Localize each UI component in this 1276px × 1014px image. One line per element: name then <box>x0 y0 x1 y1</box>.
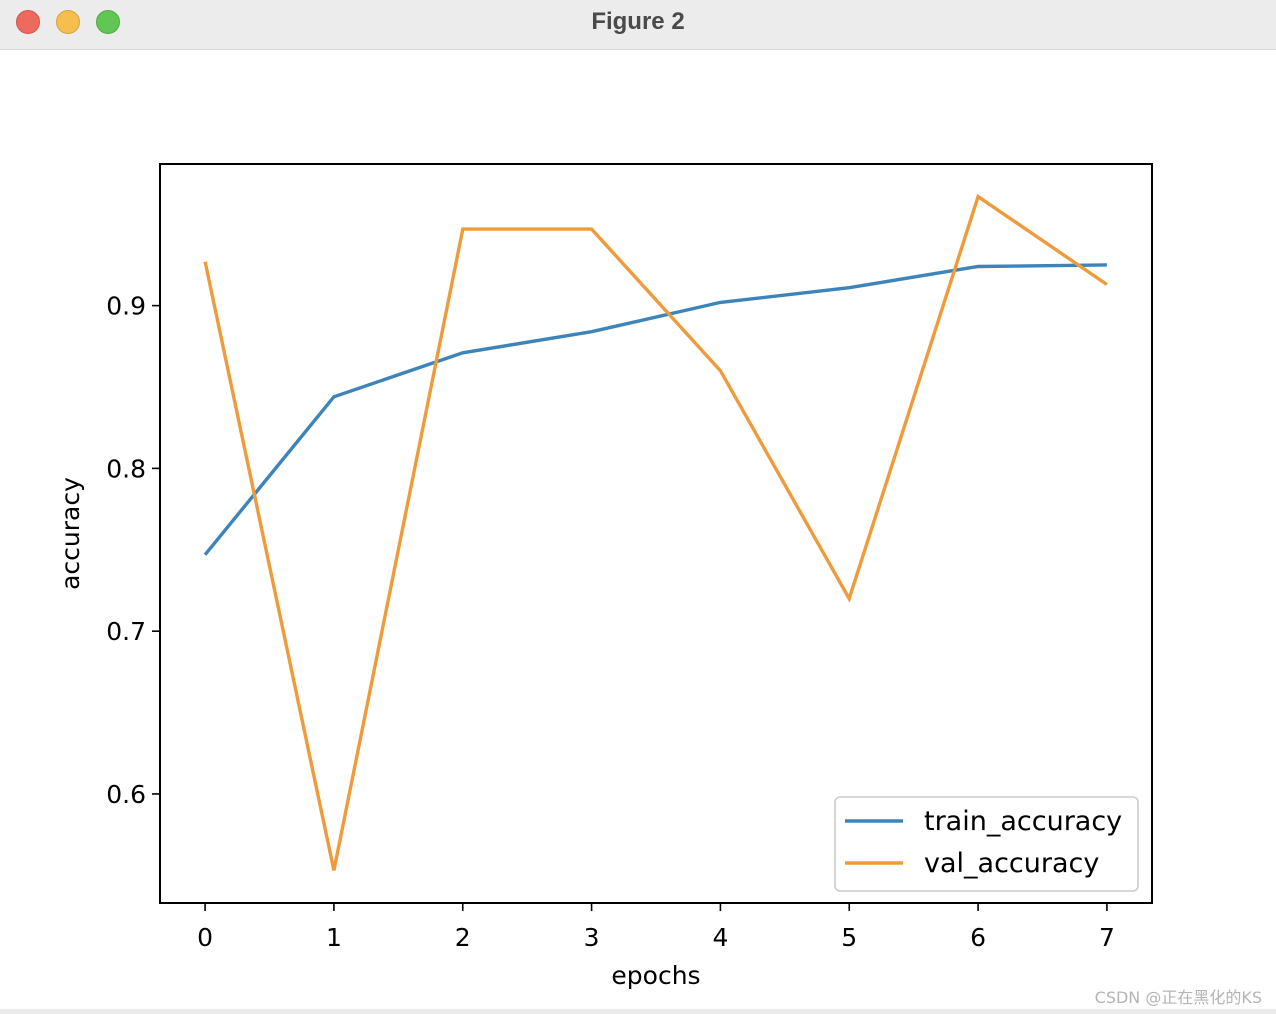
zoom-window-button[interactable] <box>96 10 120 34</box>
close-window-button[interactable] <box>16 10 40 34</box>
x-tick-label: 5 <box>841 923 857 952</box>
y-tick-label: 0.7 <box>106 617 146 646</box>
x-tick-label: 1 <box>326 923 342 952</box>
plot-frame <box>159 163 1153 904</box>
window-bottom-edge <box>0 1009 1276 1014</box>
legend-box <box>834 796 1139 892</box>
x-tick-label: 2 <box>455 923 471 952</box>
y-tick-label: 0.6 <box>106 780 146 809</box>
x-tick-label: 6 <box>970 923 986 952</box>
legend-label-val-accuracy: val_accuracy <box>924 848 1099 879</box>
series-line-val-accuracy <box>203 193 1108 871</box>
x-tick-label: 4 <box>712 923 728 952</box>
minimize-window-button[interactable] <box>56 10 80 34</box>
y-tick-label: 0.8 <box>106 454 146 483</box>
y-tick-label: 0.9 <box>106 292 146 321</box>
legend-label-train-accuracy: train_accuracy <box>924 806 1122 837</box>
y-axis-label: accuracy <box>56 477 85 590</box>
watermark: CSDN @正在黑化的KS <box>1094 988 1262 1007</box>
window-title: Figure 2 <box>591 8 685 35</box>
x-tick-label: 0 <box>197 923 213 952</box>
x-axis-label: epochs <box>611 961 700 990</box>
window-titlebar: Figure 2 <box>0 0 1276 50</box>
x-tick-label: 3 <box>584 923 600 952</box>
x-tick-label: 7 <box>1099 923 1115 952</box>
series-line-train-accuracy <box>203 263 1107 556</box>
